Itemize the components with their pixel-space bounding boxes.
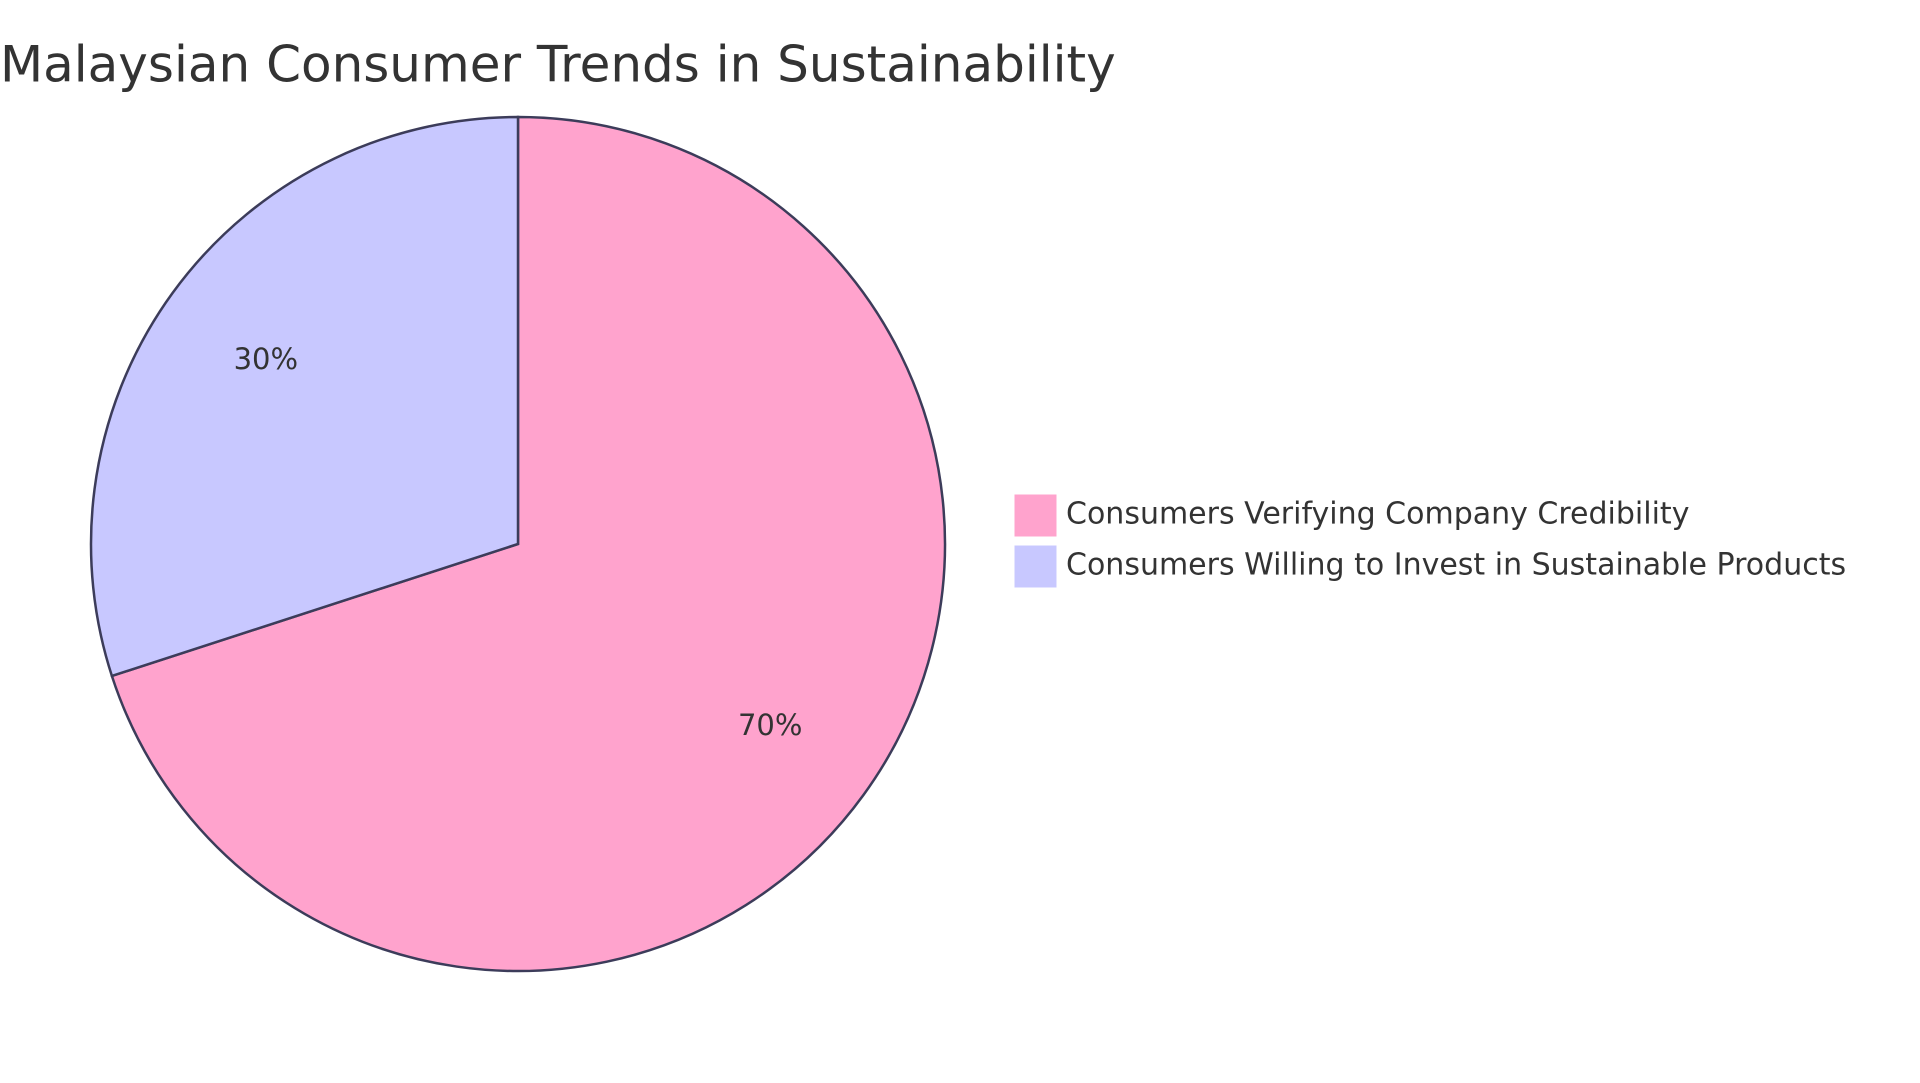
pie-slice bbox=[89, 115, 520, 678]
legend-swatch bbox=[1013, 544, 1058, 589]
pie-slice bbox=[110, 115, 947, 973]
legend-label: Consumers Verifying Company Credibility bbox=[1066, 497, 1689, 532]
legend-label: Consumers Willing to Invest in Sustainab… bbox=[1066, 548, 1846, 583]
chart-title: Malaysian Consumer Trends in Sustainabil… bbox=[0, 36, 1116, 94]
slice-label: 30% bbox=[234, 342, 298, 376]
legend-swatch bbox=[1013, 493, 1058, 538]
slice-label: 70% bbox=[738, 708, 802, 742]
